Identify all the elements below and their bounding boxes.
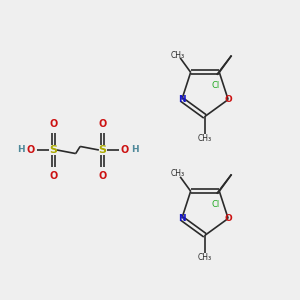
Text: Cl: Cl: [211, 81, 219, 90]
Text: CH₃: CH₃: [171, 169, 185, 178]
Text: S: S: [98, 145, 106, 155]
Text: Cl: Cl: [211, 200, 219, 209]
Text: O: O: [121, 145, 129, 155]
Text: O: O: [98, 119, 106, 129]
Text: CH₃: CH₃: [198, 253, 212, 262]
Text: O: O: [49, 171, 58, 182]
Text: O: O: [98, 171, 106, 182]
Text: CH₃: CH₃: [171, 50, 185, 59]
Text: O: O: [27, 145, 35, 155]
Text: O: O: [49, 119, 58, 129]
Text: O: O: [224, 214, 232, 223]
Text: O: O: [224, 95, 232, 104]
Text: H: H: [16, 145, 24, 154]
Text: CH₃: CH₃: [198, 134, 212, 143]
Text: N: N: [178, 214, 186, 223]
Text: S: S: [50, 145, 57, 155]
Text: N: N: [178, 95, 186, 104]
Text: H: H: [132, 145, 139, 154]
